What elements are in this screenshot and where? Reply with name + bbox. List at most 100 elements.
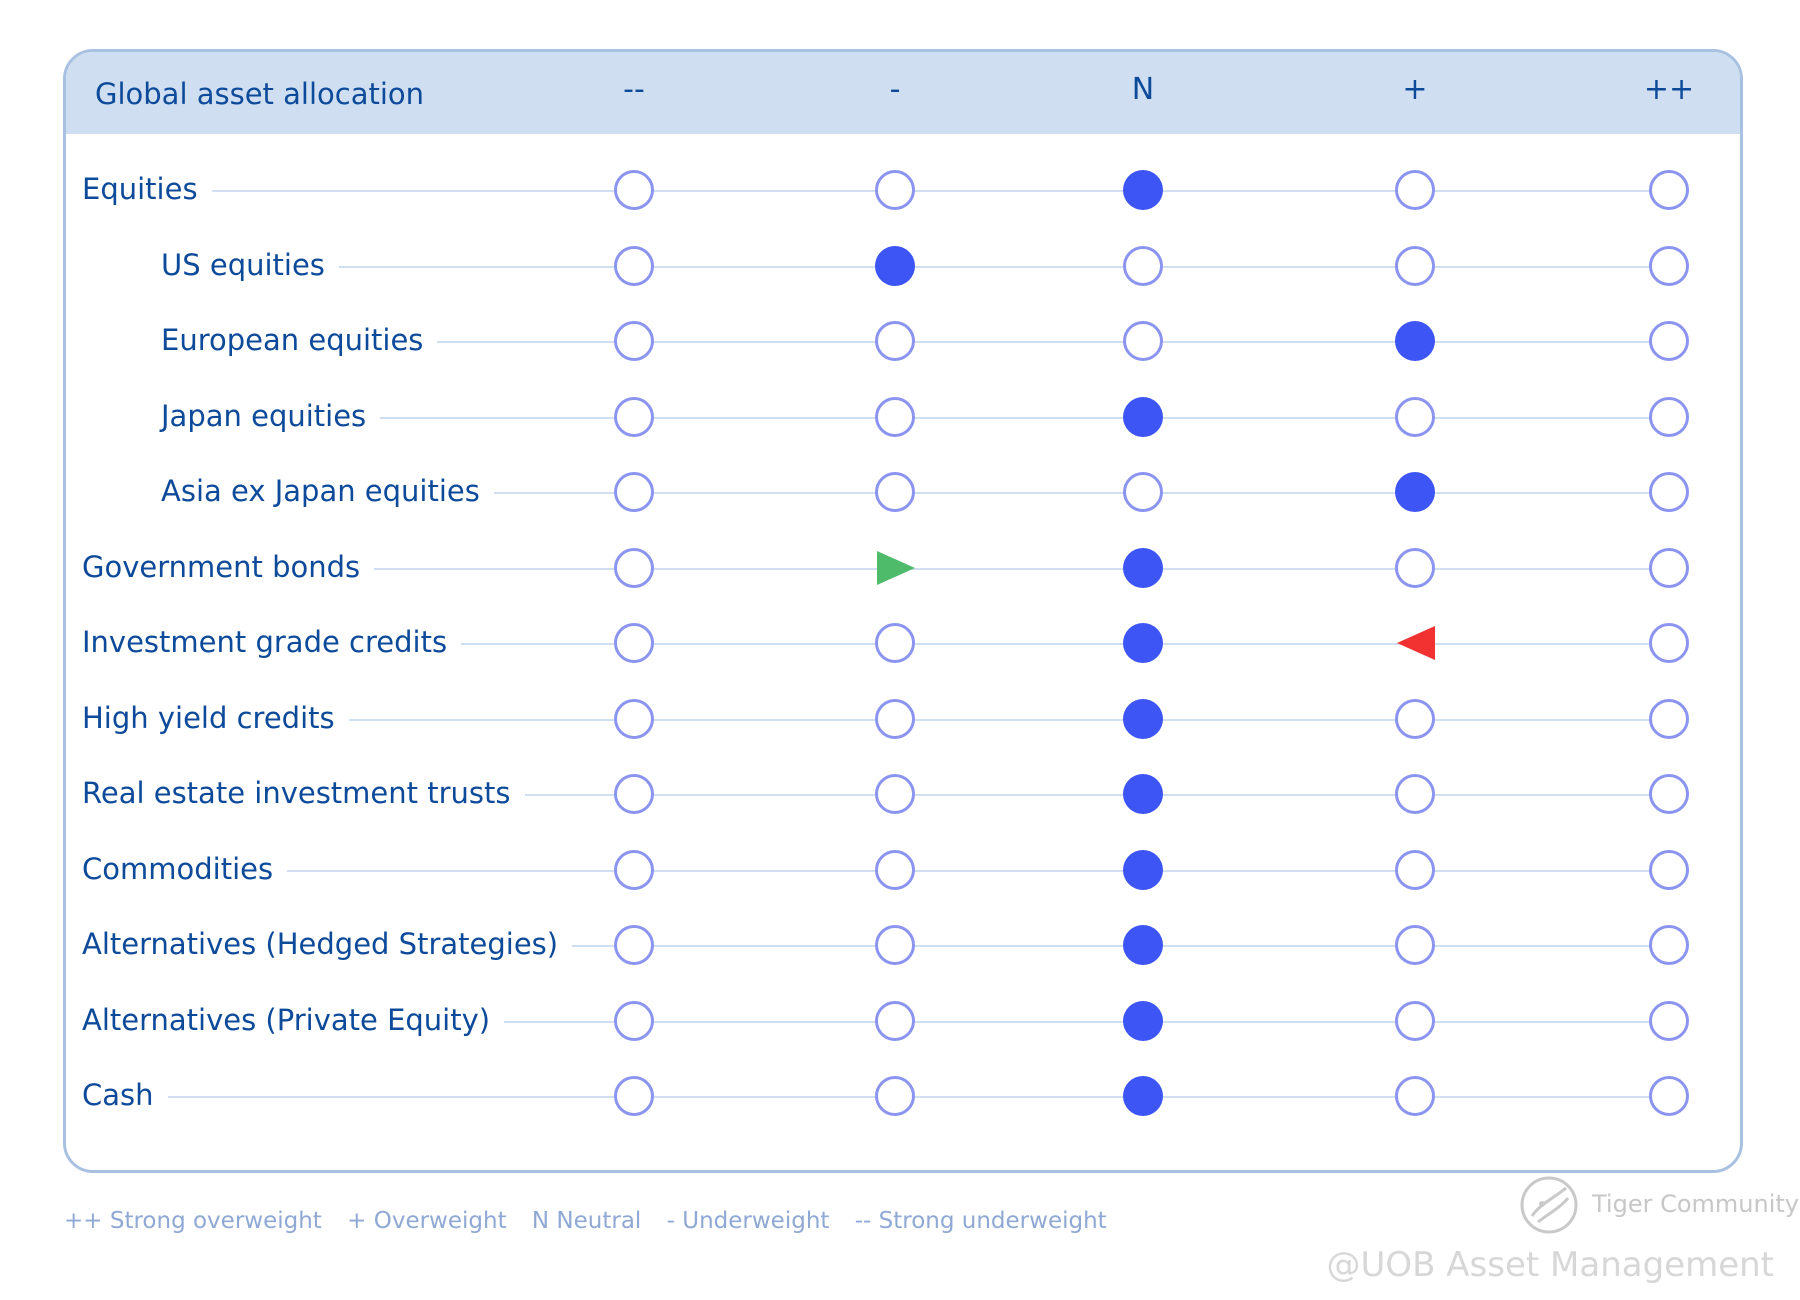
position-marker — [1395, 170, 1435, 210]
column-head-strong-underweight: -- — [623, 72, 645, 107]
legend-item: + Overweight — [347, 1208, 507, 1234]
selected-position-marker — [1395, 321, 1435, 361]
position-marker — [875, 170, 915, 210]
table-title: Global asset allocation — [95, 77, 425, 111]
row-label: Government bonds — [82, 549, 361, 584]
row-label: Cash — [82, 1078, 154, 1112]
selected-position-marker — [1123, 623, 1163, 663]
row-label: US equities — [161, 247, 325, 282]
legend-item: - Underweight — [666, 1208, 830, 1234]
row-label: Investment grade credits — [82, 625, 448, 659]
position-marker — [1395, 245, 1435, 286]
row-guide-line — [212, 190, 1669, 192]
position-marker — [1649, 849, 1689, 890]
position-marker — [614, 547, 654, 588]
allocation-card: Global asset allocation -- - N + ++ Equi… — [63, 49, 1743, 1173]
row-guide-line — [349, 718, 1669, 721]
selected-position-marker — [1123, 698, 1163, 739]
row-label: High yield credits — [82, 700, 335, 735]
row-guide-line — [461, 643, 1669, 645]
position-marker — [614, 1000, 654, 1041]
row-label: Equities — [82, 172, 198, 206]
selected-position-marker — [1123, 170, 1163, 210]
row-label: Asia ex Japan equities — [161, 474, 480, 508]
position-marker — [614, 849, 654, 890]
row-label: Alternatives (Hedged Strategies) — [82, 927, 559, 961]
position-marker — [1395, 1000, 1435, 1041]
position-marker — [1123, 245, 1163, 286]
position-marker — [875, 1000, 915, 1041]
position-marker — [614, 396, 654, 437]
position-marker — [1395, 925, 1435, 965]
position-marker — [614, 623, 654, 663]
row-guide-line — [168, 1096, 1669, 1098]
legend-item: N Neutral — [531, 1208, 642, 1234]
position-marker — [1123, 321, 1163, 361]
position-marker — [1649, 698, 1689, 739]
row-guide-line — [287, 869, 1669, 872]
selected-position-marker — [1123, 547, 1163, 588]
column-head-strong-overweight: ++ — [1643, 72, 1695, 107]
position-marker — [1395, 547, 1435, 588]
legend-item: ++ Strong overweight — [64, 1208, 322, 1234]
legend: ++ Strong overweight + Overweight N Neut… — [64, 1208, 1125, 1234]
position-marker — [875, 698, 915, 739]
position-marker — [1649, 1000, 1689, 1041]
column-head-neutral: N — [1131, 72, 1155, 107]
position-marker — [1395, 774, 1435, 814]
row-label: Real estate investment trusts — [82, 776, 511, 810]
position-marker — [614, 774, 654, 814]
position-marker — [1395, 698, 1435, 739]
selected-position-marker — [1123, 1000, 1163, 1041]
selected-position-marker — [1123, 396, 1163, 437]
move-left-arrow-icon — [1397, 626, 1435, 660]
position-marker — [1649, 321, 1689, 361]
row-label: Alternatives (Private Equity) — [82, 1002, 491, 1037]
selected-position-marker — [1123, 1076, 1163, 1116]
selected-position-marker — [1123, 925, 1163, 965]
position-marker — [1649, 472, 1689, 512]
position-marker — [1649, 245, 1689, 286]
watermark-credit: @UOB Asset Management — [1326, 1245, 1775, 1285]
watermark-community: Tiger Community — [1592, 1190, 1799, 1218]
position-marker — [1649, 1076, 1689, 1116]
row-guide-line — [374, 567, 1669, 570]
table-header: Global asset allocation -- - N + ++ — [66, 52, 1740, 134]
row-label: Commodities — [82, 851, 274, 886]
position-marker — [1395, 849, 1435, 890]
position-marker — [1649, 396, 1689, 437]
row-guide-line — [437, 341, 1669, 343]
position-marker — [614, 698, 654, 739]
position-marker — [614, 321, 654, 361]
selected-position-marker — [1395, 472, 1435, 512]
position-marker — [1395, 396, 1435, 437]
position-marker — [875, 1076, 915, 1116]
position-marker — [1123, 472, 1163, 512]
position-marker — [1649, 170, 1689, 210]
column-head-overweight: + — [1402, 72, 1428, 107]
position-marker — [614, 472, 654, 512]
position-marker — [614, 245, 654, 286]
selected-position-marker — [1123, 849, 1163, 890]
selected-position-marker — [1123, 774, 1163, 814]
position-marker — [875, 849, 915, 890]
position-marker — [1649, 774, 1689, 814]
position-marker — [1395, 1076, 1435, 1116]
position-marker — [614, 170, 654, 210]
position-marker — [875, 925, 915, 965]
position-marker — [875, 396, 915, 437]
row-guide-line — [525, 794, 1669, 796]
row-label: European equities — [161, 323, 424, 357]
legend-item: -- Strong underweight — [854, 1208, 1107, 1234]
position-marker — [614, 1076, 654, 1116]
column-head-underweight: - — [889, 72, 901, 107]
row-guide-line — [339, 265, 1669, 268]
row-guide-line — [494, 492, 1669, 494]
position-marker — [1649, 547, 1689, 588]
move-right-arrow-icon — [877, 550, 915, 585]
position-marker — [875, 321, 915, 361]
row-guide-line — [504, 1020, 1669, 1023]
position-marker — [1649, 925, 1689, 965]
position-marker — [875, 472, 915, 512]
position-marker — [614, 925, 654, 965]
